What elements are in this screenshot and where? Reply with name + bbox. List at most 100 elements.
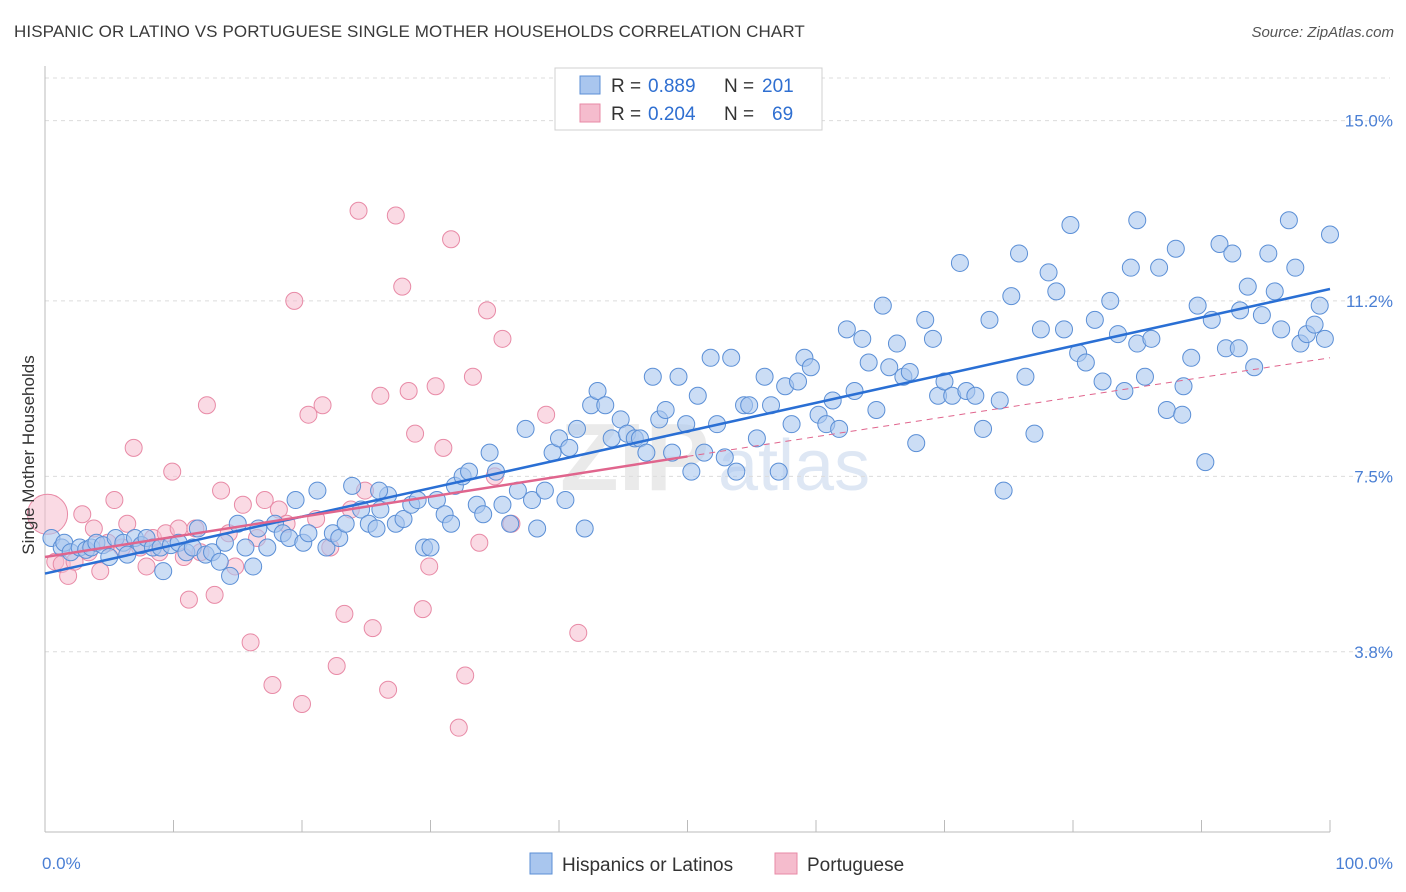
hispanic-point [602,429,621,448]
axes [44,66,1331,833]
hispanic-point [1055,320,1074,339]
hispanic-point [1135,367,1154,386]
hispanic-point [308,481,327,500]
portuguese-point [299,405,318,424]
hispanic-point [935,372,954,391]
hispanic-point [1286,258,1305,277]
portuguese-point [233,495,252,514]
portuguese-point [285,291,304,310]
hispanic-point [923,329,942,348]
hispanic-point [1229,339,1248,358]
portuguese-point [197,396,216,415]
portuguese-point [493,329,512,348]
hispanic-point [1210,234,1229,253]
hispanic-point [215,533,234,552]
hispanic-point [1157,400,1176,419]
hispanic-point [236,538,255,557]
portuguese-point [212,481,231,500]
hispanic-point [643,367,662,386]
tick-labels: 3.8% 7.5% 11.2% 15.0% 0.0% 100.0% [42,112,1393,873]
portuguese-point [118,514,137,533]
bottom-legend: Hispanics or Latinos Portuguese [529,852,904,876]
hispanic-point [1016,367,1035,386]
hispanic-point [154,562,173,581]
hispanic-point [974,419,993,438]
portuguese-point [124,438,143,457]
legend-n-label-1: N = [724,76,754,97]
hispanic-point [950,253,969,272]
portuguese-point [399,381,418,400]
portuguese-point [73,505,92,524]
hispanic-point [493,495,512,514]
hispanic-point [1076,353,1095,372]
x-tick-label-1: 100.0% [1335,854,1393,873]
hispanic-point [1047,282,1066,301]
hispanic-point [782,415,801,434]
portuguese-trend-line [44,455,688,559]
chart-title: HISPANIC OR LATINO VS PORTUGUESE SINGLE … [14,22,805,41]
hispanic-point [637,443,656,462]
hispanic-point [575,519,594,538]
hispanic-point [887,334,906,353]
hispanic-point [1174,377,1193,396]
hispanic-point [916,310,935,329]
portuguese-point [349,201,368,220]
portuguese-point [335,604,354,623]
hispanic-point [1173,405,1192,424]
hispanic-point [421,538,440,557]
portuguese-point [456,666,475,685]
hispanic-point [1196,453,1215,472]
portuguese-point [241,633,260,652]
hispanic-point [715,448,734,467]
x-tick-label-0: 0.0% [42,854,81,873]
legend-r-value-1: 0.889 [648,76,696,97]
portuguese-point [327,657,346,676]
hispanic-point [769,462,788,481]
hispanic-point [663,443,682,462]
hispanic-point [994,481,1013,500]
hispanic-point [859,353,878,372]
hispanic-point [966,386,985,405]
hispanic-trend-line [44,287,1331,575]
portuguese-point [449,718,468,737]
legend-r-label-2: R = [611,104,641,125]
hispanic-point [1061,216,1080,235]
hispanic-point [588,381,607,400]
y-tick-label-2: 11.2% [1346,292,1393,311]
legend: R = 0.889 N = 201 R = 0.204 N = 69 [554,67,823,131]
hispanic-point [1321,225,1339,244]
hispanic-point [801,358,820,377]
legend-n-value-1: 201 [762,76,794,97]
hispanic-point [258,538,277,557]
hispanic-point [830,419,849,438]
hispanic-point [1101,291,1120,310]
hispanic-point [370,481,389,500]
hispanic-point [1182,348,1201,367]
hispanic-point [1121,258,1140,277]
hispanic-point [907,434,926,453]
hispanic-point [1305,315,1324,334]
portuguese-point [313,396,332,415]
hispanic-point [1315,329,1334,348]
hispanic-point [442,514,461,533]
portuguese-point [393,277,412,296]
legend-n-value-2: 69 [772,104,793,125]
hispanic-point [1310,296,1329,315]
hispanic-point [1238,277,1257,296]
y-tick-label-1: 7.5% [1354,467,1393,486]
hispanic-point [1031,320,1050,339]
hispanic-point [873,296,892,315]
bottom-legend-label-hispanic: Hispanics or Latinos [562,855,733,876]
hispanic-point [867,400,886,419]
hispanic-point [701,348,720,367]
hispanic-point [837,320,856,339]
portuguese-point [470,533,489,552]
portuguese-point [537,405,556,424]
hispanic-point [1245,358,1264,377]
hispanic-point [286,491,305,510]
hispanic-point [523,491,542,510]
portuguese-point [371,386,390,405]
portuguese-point [255,491,274,510]
portuguese-point [406,424,425,443]
